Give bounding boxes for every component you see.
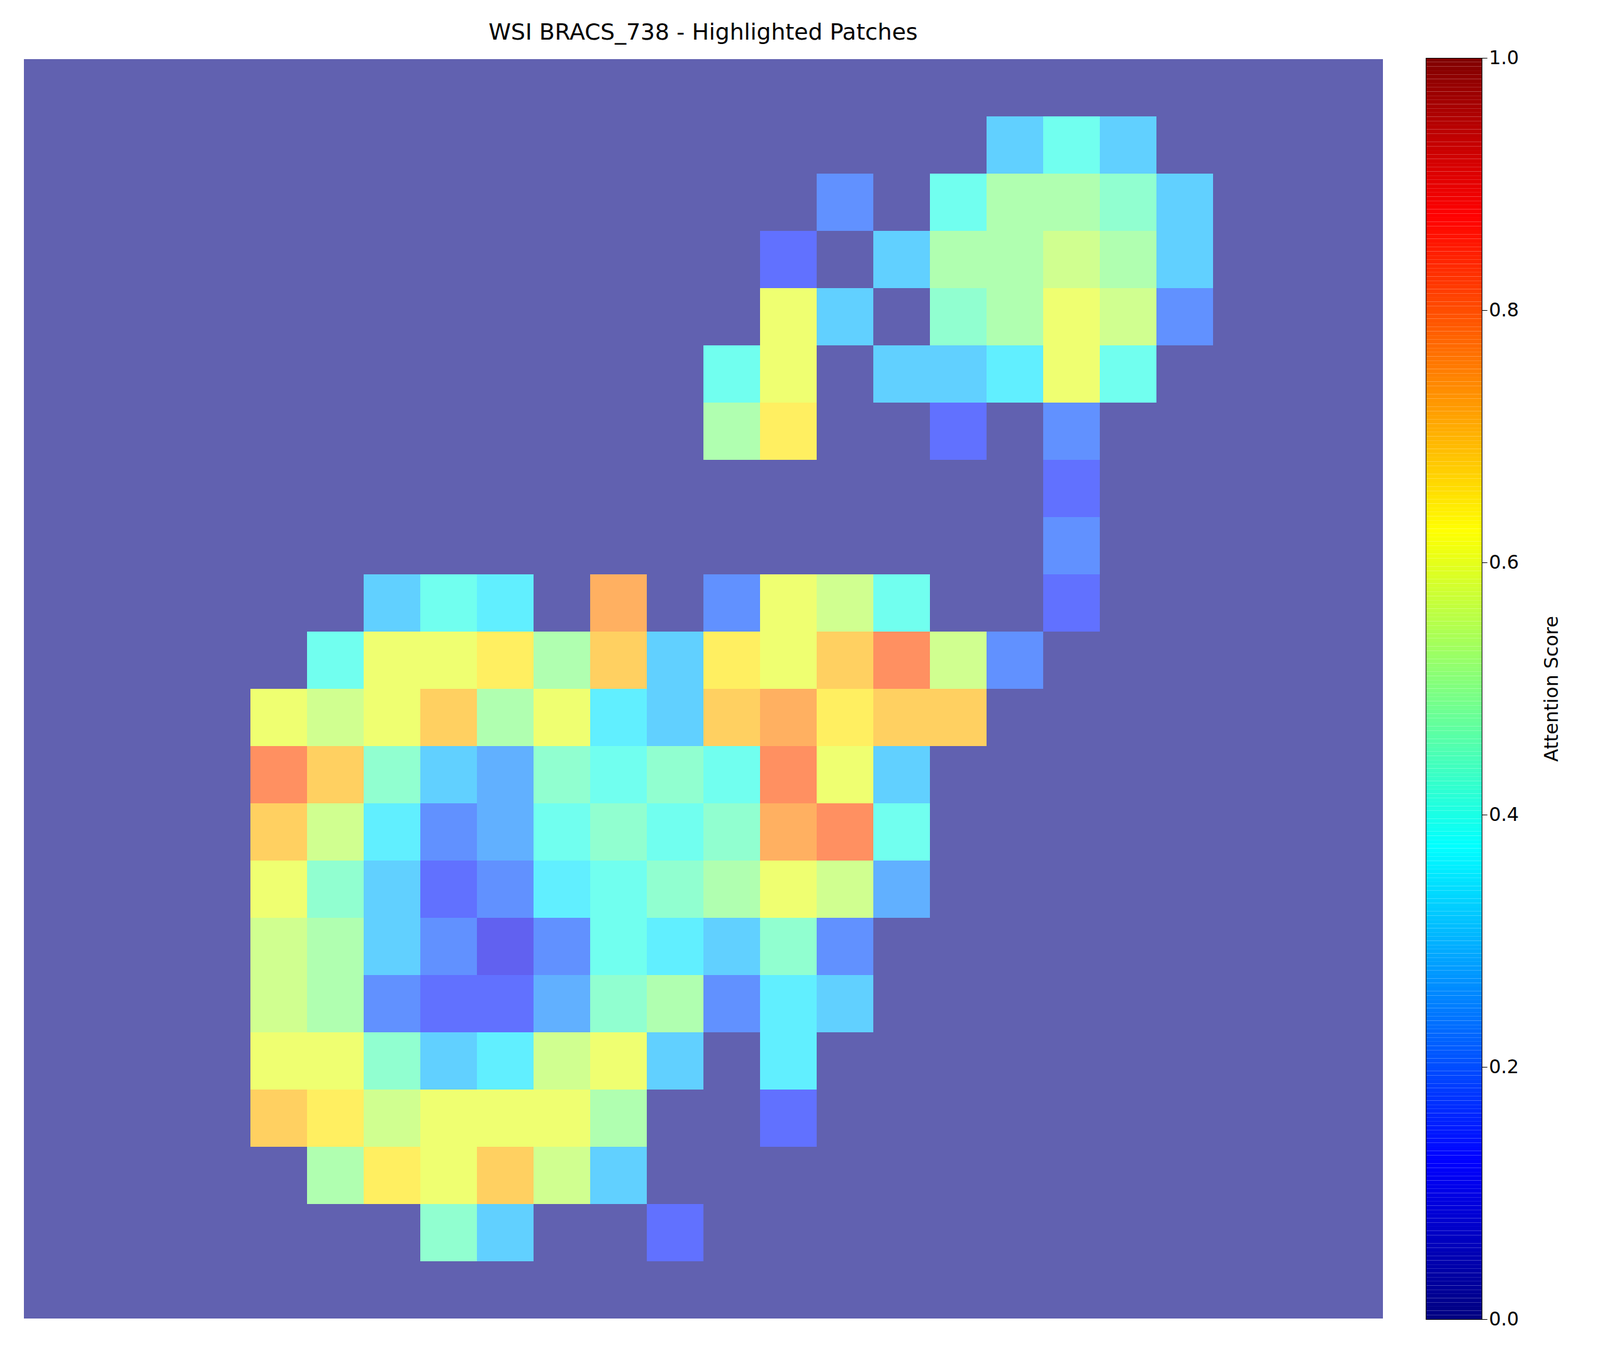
- html-text:WSI BRACS_738 - Highlighted Pa: WSI BRACS_738 - Highlighted Patches: [488, 18, 918, 45]
- svg-text:Attention Score: Attention Score: [1540, 615, 1563, 762]
- svg-text:0.6: 0.6: [1489, 551, 1520, 574]
- svg-text:0.8: 0.8: [1489, 298, 1520, 321]
- svg-text:0.0: 0.0: [1489, 1308, 1520, 1331]
- svg-text:0.4: 0.4: [1489, 803, 1520, 826]
- svg-text:1.0: 1.0: [1489, 46, 1520, 69]
- svg-text:0.2: 0.2: [1489, 1055, 1520, 1078]
